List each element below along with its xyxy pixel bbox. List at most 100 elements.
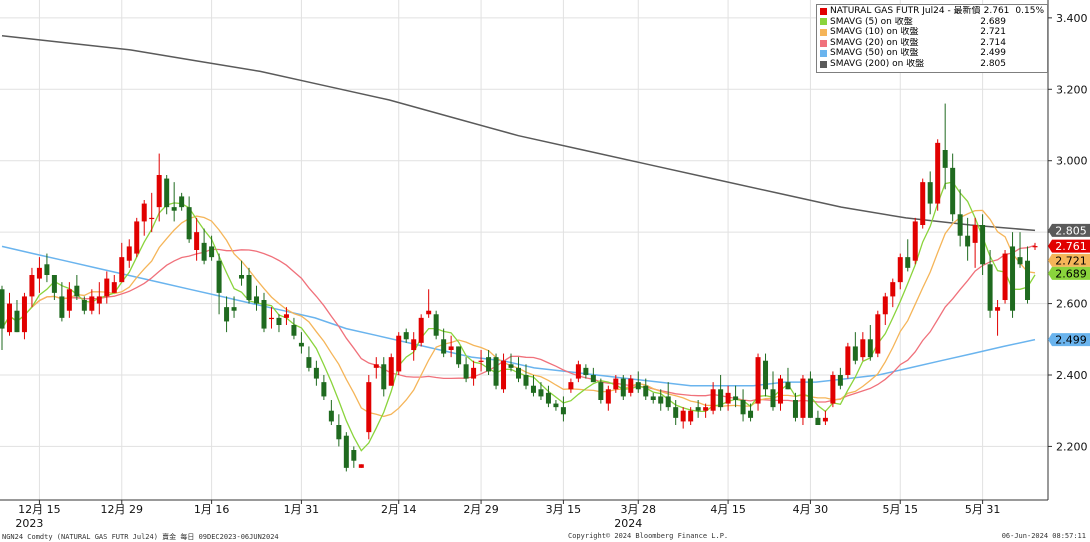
price-badge [1048, 223, 1090, 237]
candle-body [942, 150, 948, 168]
legend-value: 2.761 [983, 6, 1010, 16]
sma20-line [1, 244, 1036, 403]
candle-body [605, 389, 611, 404]
price-badge-label: 2.499 [1055, 334, 1087, 347]
candle-body [530, 385, 536, 393]
legend-row-sma10: SMAVG (10) on 收盤 2.721 [820, 27, 1044, 38]
candle-body [1002, 253, 1008, 300]
x-tick-label: 2月 14 [381, 503, 417, 516]
legend-row-sma5: SMAVG (5) on 收盤 2.689 [820, 17, 1044, 28]
candle-body [119, 257, 125, 283]
legend-label: SMAVG (10) on 收盤 [830, 27, 919, 38]
candle-body [261, 300, 267, 329]
candle-body [935, 142, 941, 204]
legend-label: SMAVG (5) on 收盤 [830, 16, 913, 27]
candle-body [568, 382, 574, 390]
candle-body [321, 382, 327, 397]
candle-body [21, 296, 27, 333]
candle-body [957, 214, 963, 236]
candle-body [343, 435, 349, 468]
candle-body [224, 307, 230, 322]
candle-body [209, 246, 215, 258]
candle-body [590, 375, 596, 383]
candle-body [897, 257, 903, 283]
candle-body [463, 364, 469, 379]
legend-value: 2.499 [980, 48, 1006, 59]
price-badge-label: 2.689 [1055, 267, 1087, 280]
candle-body [882, 296, 888, 315]
candle-body [800, 378, 806, 418]
candle-body [560, 407, 566, 415]
candle-body [575, 364, 581, 379]
candle-body [126, 246, 132, 261]
y-tick-label: 3.400 [1056, 12, 1088, 25]
x-tick-label: 5月 31 [965, 503, 1001, 516]
candle-body [96, 296, 102, 304]
candle-body [66, 289, 72, 311]
candle-body [89, 296, 95, 311]
candle-body [171, 207, 177, 211]
candle-body [972, 225, 978, 243]
candle-body [725, 392, 731, 404]
candle-body [81, 300, 87, 311]
candle-body [852, 346, 858, 361]
candle-body [14, 310, 20, 333]
candle-body [965, 235, 971, 247]
candle-body [815, 417, 821, 425]
candle-body [201, 242, 207, 261]
legend-label: SMAVG (50) on 收盤 [830, 48, 919, 59]
candle-body [29, 275, 35, 297]
candle-body [875, 314, 881, 354]
candle-body [486, 357, 492, 372]
candle-body [912, 221, 918, 261]
candle-body [905, 257, 911, 268]
candle-body [987, 264, 993, 311]
x-tick-label: 3月 15 [546, 503, 582, 516]
candle-body [194, 232, 200, 250]
candle-body [703, 407, 709, 411]
candle-body [538, 389, 544, 397]
candle-body [643, 385, 649, 397]
legend: NATURAL GAS FUTR Jul24 - 最新價 2.761 0.15%… [816, 4, 1048, 73]
legend-swatch [820, 60, 827, 68]
legend-row-sma20: SMAVG (20) on 收盤 2.714 [820, 38, 1044, 49]
legend-swatch [820, 39, 827, 47]
candle-body [508, 364, 514, 368]
candle-body [411, 339, 417, 350]
candle-body [950, 167, 956, 215]
candlesticks [0, 103, 1038, 472]
footer-timestamp: 06-Jun-2024 08:57:11 [1001, 532, 1086, 540]
candle-body [388, 357, 394, 386]
x-tick-label: 3月 28 [621, 503, 657, 516]
candle-body [239, 275, 245, 279]
candle-body [927, 182, 933, 204]
candle-body [673, 407, 679, 418]
candle-body [710, 389, 716, 411]
candle-body [890, 282, 896, 297]
candle-body [860, 339, 866, 358]
candle-body [36, 267, 42, 279]
candle-body [306, 357, 312, 368]
legend-swatch [820, 18, 827, 26]
candle-body [396, 335, 402, 372]
price-badge-label: 2.805 [1055, 224, 1087, 237]
candle-body [628, 378, 634, 393]
candle-body [1010, 246, 1016, 311]
y-tick-label: 3.200 [1056, 83, 1088, 96]
candle-body [104, 278, 110, 297]
price-badge [1048, 333, 1090, 347]
candle-body [216, 260, 222, 293]
candle-body [313, 367, 319, 379]
candle-body [733, 396, 739, 400]
legend-swatch [820, 28, 827, 36]
footer-copyright: Copyright© 2024 Bloomberg Finance L.P. [568, 532, 729, 540]
candle-body [688, 410, 694, 422]
candle-body [164, 178, 170, 208]
candle-body [830, 375, 836, 404]
candle-body [246, 275, 252, 300]
candle-body [44, 264, 50, 275]
x-year-label: 2024 [614, 517, 642, 530]
price-badge-label: 2.721 [1055, 254, 1087, 267]
candle-body [523, 375, 529, 386]
candle-body [141, 203, 147, 222]
